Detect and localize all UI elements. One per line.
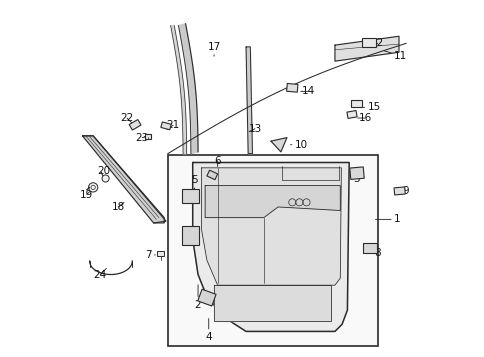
Text: 1: 1 <box>375 215 400 225</box>
Bar <box>167 155 377 346</box>
Bar <box>207 170 217 180</box>
Bar <box>361 38 375 47</box>
Text: 24: 24 <box>93 268 106 280</box>
Polygon shape <box>82 136 166 223</box>
Text: 3: 3 <box>352 173 359 183</box>
Text: 16: 16 <box>357 113 371 123</box>
Text: 9: 9 <box>398 186 408 196</box>
Text: 23: 23 <box>136 132 149 142</box>
Text: 18: 18 <box>111 202 124 212</box>
Bar <box>349 167 363 180</box>
Text: 12: 12 <box>369 38 383 48</box>
Text: 7: 7 <box>145 250 155 260</box>
Bar <box>161 122 171 130</box>
Bar <box>157 251 164 256</box>
Text: 13: 13 <box>248 124 261 134</box>
Text: 14: 14 <box>300 86 314 96</box>
Text: 2: 2 <box>195 285 201 310</box>
Text: 4: 4 <box>205 318 212 342</box>
Bar <box>393 187 405 195</box>
Text: 8: 8 <box>370 248 380 258</box>
Text: 15: 15 <box>363 102 380 112</box>
Text: 21: 21 <box>166 120 180 130</box>
Polygon shape <box>245 47 252 154</box>
Polygon shape <box>205 186 340 218</box>
Text: 5: 5 <box>191 175 197 191</box>
Bar <box>350 100 361 107</box>
Text: 11: 11 <box>383 51 407 61</box>
Bar <box>182 189 199 203</box>
Polygon shape <box>170 26 186 154</box>
Text: 19: 19 <box>80 190 93 200</box>
Polygon shape <box>334 36 398 61</box>
Polygon shape <box>271 137 287 152</box>
Bar <box>145 134 151 139</box>
Polygon shape <box>178 24 197 154</box>
Circle shape <box>102 175 109 182</box>
Polygon shape <box>192 162 348 331</box>
Text: 20: 20 <box>97 166 110 180</box>
Polygon shape <box>213 285 331 321</box>
Bar <box>197 289 216 306</box>
Bar <box>182 226 199 245</box>
Text: 6: 6 <box>214 156 221 166</box>
Text: 22: 22 <box>120 113 133 124</box>
Bar <box>286 84 297 92</box>
Bar <box>346 111 356 119</box>
Bar <box>363 243 376 253</box>
Circle shape <box>89 183 98 192</box>
Text: 10: 10 <box>290 140 307 150</box>
Polygon shape <box>201 168 341 285</box>
Text: 17: 17 <box>207 42 220 56</box>
Bar <box>129 120 141 130</box>
